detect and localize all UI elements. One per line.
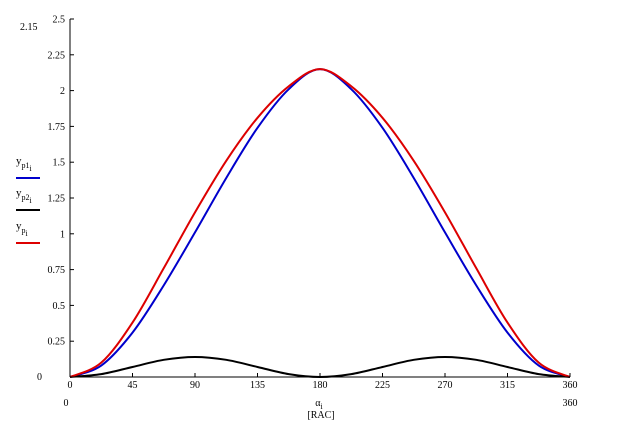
x-tick-label: 225	[375, 380, 390, 391]
y-tick-label: 2	[60, 86, 65, 97]
legend-label-p1: yp1i	[16, 155, 33, 173]
y-tick-label: 1.25	[48, 194, 66, 205]
series-line-p1	[69, 68, 571, 378]
x-tick-label: 135	[250, 380, 265, 391]
x-tick-label: 0	[68, 380, 73, 391]
axes-layer	[69, 18, 571, 378]
x-tick-label: 360	[563, 380, 578, 391]
y-tick-label: 0.75	[48, 265, 66, 276]
curves-layer	[69, 68, 571, 379]
y-limit-top-label: 2.15	[20, 22, 38, 33]
x-axis-unit-label: [RAC]	[307, 410, 334, 421]
x-axis-label: αi	[315, 398, 323, 411]
y-tick-label: 0.25	[48, 337, 66, 348]
y-tick-label: 1	[60, 229, 65, 240]
x-tick-label: 45	[128, 380, 138, 391]
y-tick-labels: 0.25 0.5 0.75 1 1.25 1.5 1.75 2 2.25 2.5	[48, 15, 66, 348]
x-tick-label: 90	[190, 380, 200, 391]
legend-label-p2: yp2i	[16, 187, 33, 205]
legend: yp1i yp2i ypi	[16, 155, 40, 244]
legend-label-p: ypi	[16, 220, 29, 238]
x-tick-label: 270	[438, 380, 453, 391]
y-tick-label: 1.75	[48, 122, 66, 133]
x-limit-right-label: 360	[563, 398, 578, 409]
x-tick-label: 315	[500, 380, 515, 391]
y-tick-label: 2.25	[48, 50, 66, 61]
y-tick-label: 0.5	[53, 301, 66, 312]
y-tick-label: 2.5	[53, 15, 66, 26]
x-tick-label: 180	[313, 380, 328, 391]
y-tick-label: 1.5	[53, 158, 66, 169]
series-line-p	[69, 68, 571, 378]
x-tick-labels: 0 45 90 135 180 225 270 315 360	[68, 380, 578, 391]
x-limit-left-label: 0	[64, 398, 69, 409]
y-limit-bottom-label: 0	[37, 372, 42, 383]
